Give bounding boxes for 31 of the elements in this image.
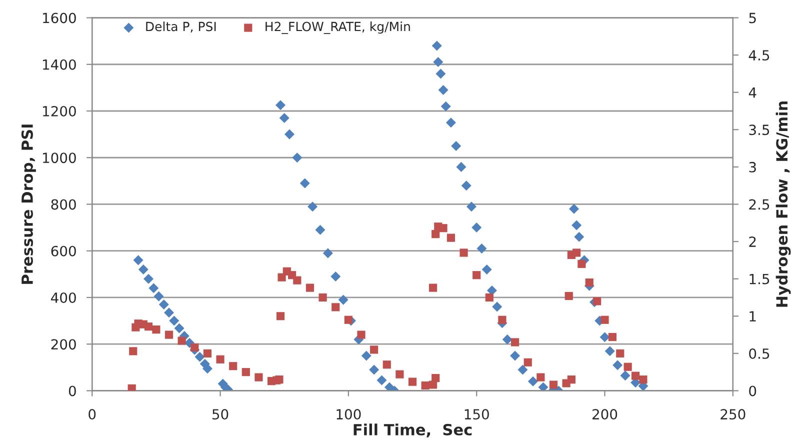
y2-tick-label: 2.5 [749,199,770,210]
x-tick-label: 100 [336,409,361,420]
y-tick-label: 1000 [43,152,76,164]
y2-tick-label: 0 [749,386,756,396]
y-tick-label: 1200 [43,106,76,116]
legend-label: H2_FLOW_RATE, kg/Min [266,22,410,34]
y2-tick-label: 4.5 [748,50,770,61]
y2-tick-label: 1.5 [750,274,770,284]
x-tick-label: 200 [592,409,618,420]
y-tick-label: 0 [68,386,76,396]
y2-tick-label: 1 [750,311,756,322]
y-tick-label: 1400 [43,59,76,70]
x-tick-label: 150 [464,409,489,420]
x-tick-label: 50 [212,409,228,420]
y2-tick-label: 4 [748,88,756,98]
y2-tick-label: 5 [749,12,756,24]
y2-tick-label: 2 [749,236,756,247]
x-tick-label: 0 [88,409,96,420]
y-tick-label: 400 [51,292,76,303]
y-tick-label: 600 [51,246,76,256]
legend-label: Delta P, PSI [146,22,216,32]
x-tick-label: 250 [720,409,746,420]
y-tick-label: 200 [51,339,76,350]
y2-tick-label: 3.5 [749,124,770,136]
y2-axis-title: Hydrogen Flow , KG/min [776,101,791,307]
y-tick-label: 800 [51,199,76,210]
y2-tick-label: 3 [749,162,756,172]
y-tick-label: 1600 [43,12,76,24]
x-axis-title: Fill Time, Sec [354,424,472,438]
y-axis-title: Pressure Drop, PSI [21,124,36,284]
y2-tick-label: 0.5 [749,348,770,359]
